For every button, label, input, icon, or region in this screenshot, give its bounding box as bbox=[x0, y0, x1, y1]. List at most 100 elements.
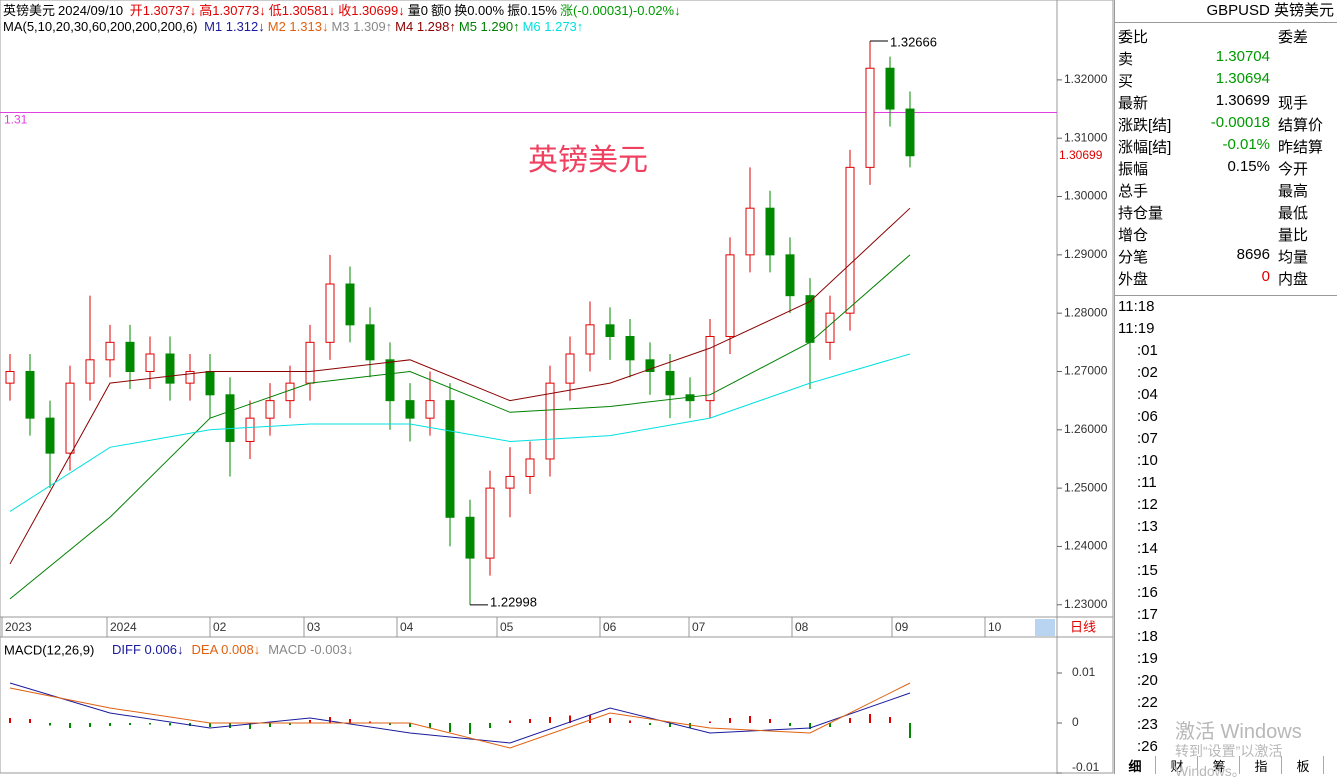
x-tick-label: 06 bbox=[603, 620, 617, 634]
row-label-right: 结算价 bbox=[1278, 117, 1324, 134]
candle-body bbox=[385, 359, 395, 402]
candle-body bbox=[5, 370, 15, 384]
watermark: 转到“设置”以激活 Windows。 bbox=[1175, 743, 1283, 779]
row-value: 1.30699 bbox=[1215, 92, 1270, 109]
y-tick-label: 1.30000 bbox=[1064, 189, 1108, 203]
x-tick-label: 2024 bbox=[110, 620, 137, 634]
ma-line bbox=[9, 353, 911, 512]
row-label-right: 最高 bbox=[1278, 183, 1309, 200]
candle-body bbox=[545, 382, 555, 460]
candle-body bbox=[285, 382, 295, 402]
quote-row: 涨幅[结] -0.01% 昨结算 bbox=[1118, 134, 1336, 156]
tick-time: :19 bbox=[1137, 650, 1158, 667]
tick-time: :16 bbox=[1137, 584, 1158, 601]
x-tick-label: 2023 bbox=[5, 620, 32, 634]
candle-body bbox=[845, 166, 855, 314]
macd-label: MACD(12,26,9) bbox=[4, 642, 94, 657]
candle-body bbox=[105, 341, 115, 361]
candle-body bbox=[265, 400, 275, 419]
ma-item: M6 1.273↑ bbox=[522, 19, 584, 34]
candle-body bbox=[325, 283, 335, 343]
panel-tab[interactable]: 板 bbox=[1283, 756, 1324, 774]
quote-row: 买 1.30694 bbox=[1118, 68, 1336, 90]
y-tick-label: 1.26000 bbox=[1064, 422, 1108, 436]
candle-body bbox=[25, 370, 35, 419]
quote-field: 开1.30737↓ bbox=[129, 3, 197, 18]
quote-panel: GBPUSD 英镑美元 委比 委差卖 1.30704 买 1.30694 最新 1.3069… bbox=[1114, 0, 1337, 774]
chart: 日线 英镑美元 MACD(12,26,9) 1.23000 1.24000 1.25… bbox=[0, 0, 1114, 774]
row-label-right: 委差 bbox=[1278, 29, 1309, 46]
tick-time: :01 bbox=[1137, 342, 1158, 359]
row-label: 增仓 bbox=[1118, 227, 1149, 244]
candle-body bbox=[205, 370, 215, 396]
ma-line bbox=[9, 207, 911, 565]
row-label-right: 量比 bbox=[1278, 227, 1309, 244]
quote-row: 分笔 8696 均量 bbox=[1118, 244, 1336, 266]
panel-title-text: GBPUSD 英镑美元 bbox=[1206, 2, 1334, 19]
ma-line bbox=[9, 254, 911, 600]
candle-body bbox=[665, 370, 675, 396]
tick-time: :18 bbox=[1137, 628, 1158, 645]
quote-field: 量0 bbox=[407, 3, 428, 18]
panel-tab[interactable]: 细 bbox=[1115, 756, 1156, 774]
row-label-right: 内盘 bbox=[1278, 271, 1309, 288]
y-tick-label: 1.23000 bbox=[1064, 597, 1108, 611]
quote-header: 英镑美元 2024/09/10 开1.30737↓ 高1.30773↓ 低1.3058… bbox=[3, 0, 684, 19]
period-label[interactable]: 日线 bbox=[1070, 619, 1096, 634]
row-label: 总手 bbox=[1118, 183, 1149, 200]
candle-body bbox=[605, 324, 615, 337]
ma-item: M1 1.312↓ bbox=[204, 19, 265, 34]
tick-time: :06 bbox=[1137, 408, 1158, 425]
macd-line bbox=[9, 682, 911, 749]
tick-time: :13 bbox=[1137, 518, 1158, 535]
candle-body bbox=[445, 400, 455, 518]
row-label-right: 现手 bbox=[1278, 95, 1309, 112]
row-value: 0.15% bbox=[1227, 158, 1270, 175]
x-tick-label: 02 bbox=[213, 620, 227, 634]
candle-body bbox=[725, 254, 735, 337]
row-value: 1.30704 bbox=[1215, 48, 1270, 65]
row-label: 涨幅[结] bbox=[1118, 139, 1172, 156]
panel-tab[interactable]: 财 bbox=[1157, 756, 1198, 774]
quote-field: 高1.30773↓ bbox=[199, 3, 266, 18]
row-label: 振幅 bbox=[1118, 161, 1149, 178]
candle-body bbox=[225, 394, 235, 442]
candle-body bbox=[585, 324, 595, 355]
y-tick-label: 1.32000 bbox=[1064, 72, 1108, 86]
candle-body bbox=[505, 475, 515, 489]
ma-item: M5 1.290↑ bbox=[458, 19, 520, 34]
macd-y-tick-label: -0.01 bbox=[1072, 760, 1100, 774]
ma-item: M2 1.313↓ bbox=[267, 19, 329, 34]
candle-body bbox=[865, 67, 875, 168]
panel-title: GBPUSD 英镑美元 bbox=[1115, 0, 1337, 23]
x-tick-label: 08 bbox=[795, 620, 809, 634]
y-tick-label: 1.25000 bbox=[1064, 480, 1108, 494]
scroll-box[interactable] bbox=[1035, 619, 1055, 636]
quote-field: 低1.30581↓ bbox=[268, 3, 336, 18]
y-tick-label: 1.31000 bbox=[1064, 130, 1108, 144]
x-tick-label: 09 bbox=[895, 620, 909, 634]
candle-body bbox=[65, 382, 75, 454]
candle-body bbox=[145, 353, 155, 372]
macd-legend: DIFF 0.006↓ DEA 0.008↓ MACD -0.003↓ bbox=[112, 642, 353, 657]
tick-time: :15 bbox=[1137, 562, 1158, 579]
panel-tab[interactable]: 指 bbox=[1241, 756, 1282, 774]
row-label: 涨跌[结] bbox=[1118, 117, 1172, 134]
quote-row: 持仓量 最低 bbox=[1118, 200, 1336, 222]
candle-body bbox=[565, 353, 575, 384]
quote-field: 涨(-0.00031)-0.02%↓ bbox=[559, 3, 681, 18]
candle-body bbox=[525, 458, 535, 477]
row-label-right: 均量 bbox=[1278, 249, 1309, 266]
y-tick-label: 1.24000 bbox=[1064, 539, 1108, 553]
candle-body bbox=[125, 341, 135, 372]
candle-body bbox=[785, 254, 795, 297]
last-price: 1.30699 bbox=[1059, 148, 1103, 162]
quote-row: 涨跌[结] -0.00018 结算价 bbox=[1118, 112, 1336, 134]
quote-row: 振幅 0.15% 今开 bbox=[1118, 156, 1336, 178]
candle-body bbox=[45, 417, 55, 454]
tick-time: :20 bbox=[1137, 672, 1158, 689]
panel-tab[interactable]: 筹 bbox=[1199, 756, 1240, 774]
candle-body bbox=[85, 359, 95, 384]
candle-body bbox=[365, 324, 375, 361]
tick-time: :04 bbox=[1137, 386, 1158, 403]
